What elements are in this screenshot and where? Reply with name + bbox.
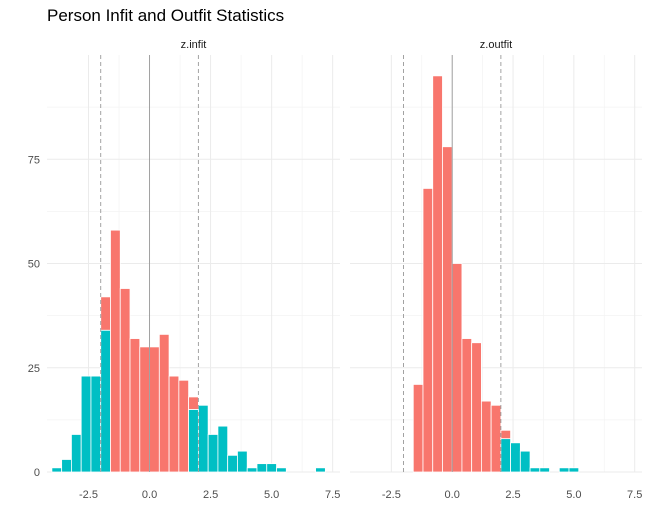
bar-outside bbox=[197, 404, 209, 473]
bar-outside bbox=[71, 434, 82, 473]
x-tick-label: 0.0 bbox=[142, 489, 157, 501]
bar-outside bbox=[227, 454, 238, 473]
bar-outside bbox=[237, 450, 248, 473]
bar-outside bbox=[246, 467, 258, 473]
x-tick-label: -2.5 bbox=[79, 489, 98, 501]
bar-outside bbox=[568, 467, 580, 473]
y-tick-label: 0 bbox=[34, 467, 40, 479]
bar-outside bbox=[510, 442, 521, 473]
bar-within bbox=[129, 338, 141, 473]
x-tick-label: 0.0 bbox=[445, 489, 460, 501]
x-tick-label: -2.5 bbox=[382, 489, 401, 501]
bar-within bbox=[119, 288, 131, 473]
y-tick-label: 75 bbox=[28, 154, 40, 166]
bar-within bbox=[451, 263, 463, 473]
bar-within bbox=[188, 396, 199, 410]
facet-panel-z-outfit: z.outfit -2.5 0.0 2.5 5.0 7.5 bbox=[350, 39, 642, 501]
bar-outside bbox=[539, 467, 550, 473]
y-tick-label: 50 bbox=[28, 259, 40, 271]
bar-outside bbox=[558, 467, 570, 473]
bar-outside bbox=[217, 425, 229, 473]
bar-outside bbox=[256, 463, 268, 473]
bar-within bbox=[110, 229, 121, 473]
x-tick-label: 5.0 bbox=[264, 489, 279, 501]
bar-outside bbox=[188, 409, 199, 473]
x-tick-label: 7.5 bbox=[627, 489, 642, 501]
bar-within bbox=[442, 146, 453, 473]
bar-within bbox=[139, 346, 150, 473]
bar-outside bbox=[207, 434, 219, 473]
bar-outside bbox=[529, 467, 541, 473]
bar-outside bbox=[276, 467, 287, 473]
x-tick-label: 2.5 bbox=[203, 489, 218, 501]
bar-within bbox=[500, 429, 512, 440]
bar-outside bbox=[61, 459, 72, 473]
bar-within bbox=[461, 338, 473, 473]
bar-within bbox=[178, 379, 190, 473]
bar-outside bbox=[266, 463, 277, 473]
x-tick-label: 7.5 bbox=[325, 489, 340, 501]
x-tick-label: 5.0 bbox=[566, 489, 581, 501]
bar-within bbox=[480, 400, 492, 473]
x-tick-label: 2.5 bbox=[505, 489, 520, 501]
bar-within bbox=[158, 333, 170, 473]
bar-outside bbox=[519, 450, 531, 473]
facet-strip-label: z.infit bbox=[181, 39, 207, 51]
bar-outside bbox=[315, 467, 326, 473]
chart-title: Person Infit and Outfit Statistics bbox=[47, 6, 285, 25]
bar-outside bbox=[80, 375, 92, 473]
bar-within bbox=[471, 342, 482, 473]
bar-within bbox=[432, 75, 443, 473]
bar-outside bbox=[90, 375, 102, 473]
facet-strip-label: z.outfit bbox=[480, 39, 512, 51]
bar-within bbox=[422, 188, 434, 473]
bar-within bbox=[100, 296, 111, 331]
bar-outside bbox=[500, 438, 512, 473]
y-tick-label: 25 bbox=[28, 363, 40, 375]
bar-outside bbox=[100, 329, 111, 473]
bar-within bbox=[490, 404, 502, 473]
bar-within bbox=[412, 384, 424, 473]
bar-outside bbox=[51, 467, 63, 473]
bar-within bbox=[168, 375, 180, 473]
facet-panel-z-infit: z.infit -2.5 0.0 2.5 5.0 7.5 bbox=[47, 39, 340, 501]
bar-within bbox=[149, 346, 160, 473]
